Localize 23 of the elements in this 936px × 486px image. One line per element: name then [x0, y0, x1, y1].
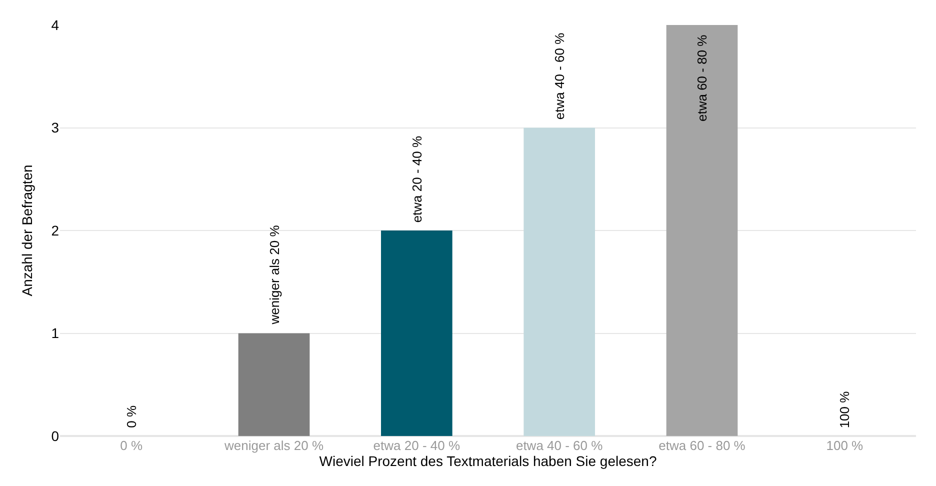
x-tick-label: 100 % — [826, 438, 864, 453]
annotation: etwa 20 - 40 % — [410, 136, 425, 223]
annotation: etwa 40 - 60 % — [552, 32, 568, 120]
x-tick-label: etwa 20 - 40 % — [373, 438, 460, 453]
bar — [666, 25, 738, 436]
x-tick-label: etwa 60 - 80 % — [658, 438, 746, 453]
x-tick-label: etwa 40 - 60 % — [516, 438, 604, 453]
annotation: 0 % — [124, 404, 139, 428]
annotation: weniger als 20 % — [266, 224, 282, 326]
x-tick-label: weniger als 20 % — [224, 438, 324, 453]
annotation: 100 % — [837, 390, 852, 428]
y-tick-label: 0 — [51, 428, 60, 444]
y-axis-title: Anzahl der Befragten — [18, 164, 35, 296]
bar — [381, 230, 452, 436]
y-tick-label: 1 — [51, 325, 60, 342]
x-axis-title: Wieviel Prozent des Textmaterials haben Sie gelesen? — [319, 453, 657, 469]
y-tick-label: 2 — [51, 222, 60, 238]
bar — [524, 128, 595, 436]
y-tick-label: 3 — [51, 120, 60, 136]
annotation: etwa 60 - 80 % — [694, 34, 710, 122]
y-tick-label: 4 — [51, 16, 60, 33]
bar — [238, 333, 310, 436]
x-tick-label: 0 % — [120, 438, 143, 453]
